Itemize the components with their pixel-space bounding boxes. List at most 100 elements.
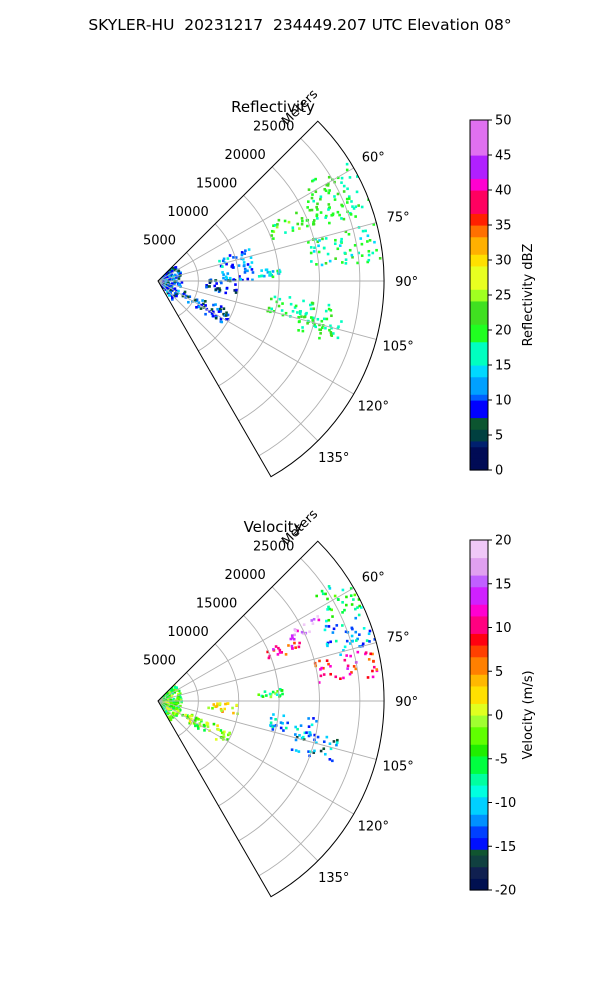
echo-gate [206,725,210,728]
echo-gate [216,307,219,311]
echo-gate [220,731,224,735]
echo-gate [205,723,209,727]
colorbar-segment [470,365,488,372]
echo-gate [186,295,190,299]
echo-gate [222,257,226,261]
azimuth-tick-label: 105° [382,339,413,354]
echo-gate [334,639,338,643]
echo-gate [224,278,228,282]
colorbar-label: Velocity (m/s) [521,670,536,759]
echo-gate [329,747,333,751]
echo-gate [219,707,223,711]
echo-gate [321,237,324,241]
echo-gate [261,695,265,698]
echo-gate [240,251,244,254]
echo-gate [341,261,344,264]
echo-gate [314,325,317,329]
echo-gate [326,644,329,648]
echo-gate [175,712,179,716]
echo-gate [271,728,275,731]
echo-gate [371,669,374,673]
colorbar-segment [470,318,488,325]
echo-gate [221,265,224,268]
colorbar-tick-label: -15 [495,840,516,855]
echo-gate [294,733,297,736]
echo-gate [326,597,329,601]
echo-gate [172,706,175,710]
echo-gate [324,326,327,330]
echo-gate [316,208,319,211]
figure-title: SKYLER-HU 20231217 234449.207 UTC Elevat… [88,16,512,34]
echo-gate [373,240,376,244]
echo-gate [281,721,284,725]
echo-gate [372,665,376,669]
echo-gate [345,639,349,643]
echo-gate [204,299,207,303]
echo-gate [366,234,370,238]
echo-gate [291,309,295,313]
echo-gate [168,693,171,697]
echo-gate [160,282,164,286]
colorbar-segment [470,563,488,570]
echo-gate [173,684,176,688]
echo-gate [269,310,272,314]
echo-gate [173,712,177,715]
echo-gate [214,279,218,282]
echo-gate [345,168,349,172]
echo-gate [272,713,275,716]
echo-gate [167,294,171,297]
echo-gate [204,304,207,307]
echo-gate [163,709,166,713]
echo-gate [298,734,301,737]
echo-gate [173,294,177,298]
echo-gate [291,229,295,232]
echo-gate [173,685,177,689]
echo-gate [282,729,285,732]
echo-gate [177,692,180,696]
azimuth-spoke [157,587,354,702]
echo-gate [275,693,279,696]
echo-gate [165,271,169,275]
range-ring [198,643,240,772]
echo-gate [330,326,333,330]
colorbar-segment [470,703,488,710]
echo-gate [300,217,304,220]
echo-gate [194,716,198,720]
echo-gate [284,653,288,656]
echo-gate [271,275,275,279]
echo-gate [288,296,292,299]
range-tick-label: 20000 [224,148,265,163]
echo-gate [336,176,340,180]
echo-gate [348,672,352,676]
azimuth-tick-label: 90° [395,275,418,290]
echo-gate [187,300,190,304]
echo-gate [354,205,358,209]
echo-gate [312,751,316,754]
echo-gate [320,589,324,593]
echo-gate [268,692,272,696]
echo-gate [290,644,294,648]
echo-gate [351,627,354,631]
colorbar-segment [470,633,488,640]
echo-gate [251,271,255,274]
echo-gate [357,204,360,207]
echo-gate [318,323,321,327]
echo-gate [312,316,315,320]
echo-gate [313,749,316,753]
echo-gate [312,307,316,311]
echo-gate [345,595,348,599]
echo-gate [331,615,334,618]
echo-gate [332,740,336,743]
echo-gate [291,226,295,229]
echo-gate [349,642,352,645]
colorbar-segment [470,557,488,564]
colorbar-segment [470,201,488,209]
echo-gate [325,619,328,623]
echo-gate [250,268,254,271]
echo-gate [324,592,327,596]
echo-gate [322,740,326,744]
azimuth-tick-label: 120° [358,399,389,414]
echo-gate [291,636,294,640]
echo-gate [244,249,247,253]
colorbar-segment [470,697,488,704]
